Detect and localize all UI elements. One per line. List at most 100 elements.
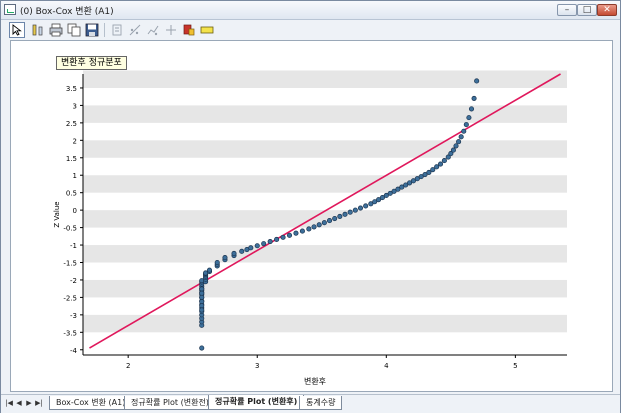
y-tick-label: -2 — [70, 277, 77, 285]
data-point — [383, 192, 389, 199]
data-point — [426, 169, 432, 175]
data-point — [214, 259, 220, 266]
data-point — [199, 299, 205, 305]
data-point — [254, 243, 260, 249]
tab-statistics[interactable]: 통계수량 — [299, 396, 343, 410]
grid-band — [83, 314, 567, 333]
close-button[interactable]: ✕ — [597, 4, 617, 16]
tab-nav-next-button[interactable]: ▶ — [26, 399, 32, 407]
grid-band — [83, 175, 567, 193]
x-tick-label: 4 — [384, 362, 389, 370]
data-point — [441, 158, 447, 164]
data-point — [206, 267, 213, 273]
pointer-icon[interactable] — [9, 22, 25, 38]
y-tick-label: -1 — [70, 242, 77, 250]
data-point — [199, 345, 205, 351]
data-point — [379, 195, 385, 201]
data-point — [414, 176, 420, 182]
chart-legend-label: 변환후 정규분포 — [56, 56, 127, 70]
y-tick-label: -0.5 — [63, 225, 77, 233]
data-point — [267, 239, 273, 245]
data-point — [368, 201, 374, 207]
y-tick-label: 2.5 — [66, 120, 77, 128]
data-point — [450, 147, 456, 153]
data-point — [274, 236, 280, 243]
data-point — [422, 171, 428, 178]
maximize-button[interactable]: □ — [577, 4, 597, 16]
fit-line — [89, 73, 561, 349]
data-point — [456, 139, 462, 145]
tab-plot-after[interactable]: 정규확률 Plot (변환후) — [208, 395, 305, 410]
data-point — [445, 154, 451, 160]
data-point — [316, 222, 322, 228]
data-point — [471, 95, 477, 101]
data-point — [199, 303, 205, 309]
minimize-button[interactable]: – — [557, 4, 577, 16]
title-bar[interactable]: (0) Box-Cox 변환 (A1) – □ ✕ — [1, 1, 620, 20]
data-point — [199, 286, 205, 292]
copy-icon[interactable] — [66, 22, 82, 38]
data-point — [326, 218, 333, 224]
data-point — [357, 205, 364, 211]
data-point — [352, 207, 358, 213]
x-tick-label: 3 — [255, 362, 259, 370]
data-point — [342, 211, 348, 217]
data-point — [418, 174, 424, 180]
chart-properties-icon[interactable] — [30, 22, 46, 38]
y-tick-label: 3.5 — [66, 85, 77, 93]
label-icon[interactable] — [199, 22, 215, 38]
data-point — [363, 203, 369, 209]
grid-band — [83, 210, 567, 228]
tab-nav-first-button[interactable]: |◀ — [5, 399, 13, 407]
data-point — [306, 226, 312, 232]
tab-plot-before[interactable]: 정규확률 Plot (변환전) — [124, 396, 216, 410]
data-point — [376, 197, 382, 203]
data-point — [463, 122, 469, 128]
data-point — [399, 184, 405, 190]
y-tick-label: 0 — [73, 207, 77, 215]
data-point — [437, 161, 444, 167]
data-point — [286, 232, 293, 238]
tab-nav-prev-button[interactable]: ◀ — [16, 399, 22, 407]
data-point — [280, 234, 286, 240]
window-title: (0) Box-Cox 변환 (A1) — [20, 7, 114, 17]
scatter-tool-icon[interactable] — [127, 22, 143, 38]
data-point — [453, 143, 459, 149]
trend-tool-icon[interactable] — [145, 22, 161, 38]
export-icon[interactable] — [109, 22, 125, 38]
y-tick-label: 1.5 — [66, 155, 77, 163]
data-point — [199, 290, 205, 296]
data-point — [222, 255, 228, 261]
tab-nav-last-button[interactable]: ▶| — [35, 399, 43, 407]
data-point — [430, 167, 436, 173]
data-point — [474, 78, 480, 84]
data-point — [466, 115, 472, 121]
data-point — [372, 199, 378, 205]
y-tick-label: -1.5 — [63, 259, 77, 267]
data-point — [337, 213, 343, 219]
grid-band — [83, 70, 567, 88]
data-point — [403, 182, 409, 188]
grid-band — [83, 140, 567, 158]
data-point — [434, 164, 440, 170]
data-point — [387, 190, 393, 196]
save-icon[interactable] — [84, 22, 100, 38]
sheet-tab-bar: |◀ ◀ ▶ ▶| Box-Cox 변환 (A1) 정규확률 Plot (변환전… — [1, 394, 620, 413]
normal-probability-plot: 3.5 3 2.5 2 1.5 1 0.5 0 -0.5 -1 -1.5 -2 -2.5 -3 -3.5 -4… — [53, 70, 567, 386]
data-point — [239, 248, 245, 254]
data-point — [406, 180, 413, 186]
x-tick-label: 5 — [513, 362, 517, 370]
y-tick-label: -3.5 — [63, 329, 77, 337]
data-point — [199, 294, 205, 300]
data-point — [332, 215, 338, 222]
crosshair-icon[interactable] — [163, 22, 179, 38]
data-point — [321, 220, 327, 226]
toolbar — [1, 20, 620, 40]
data-point — [293, 230, 299, 236]
highlight-icon[interactable] — [181, 22, 197, 38]
print-icon[interactable] — [48, 22, 64, 38]
data-point — [410, 178, 416, 184]
tab-boxcox[interactable]: Box-Cox 변환 (A1) — [49, 396, 133, 410]
data-point — [347, 209, 353, 215]
chart-canvas[interactable]: 3.5 3 2.5 2 1.5 1 0.5 0 -0.5 -1 -1.5 -2 -2.5 -3 -3.5 -4… — [10, 40, 613, 392]
